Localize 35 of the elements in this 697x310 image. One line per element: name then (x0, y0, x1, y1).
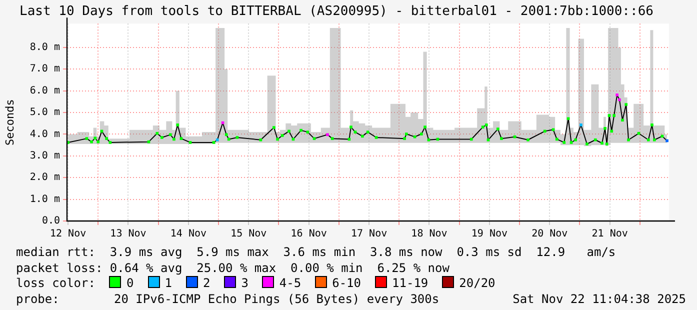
x-tick-label: 19 Nov (471, 228, 508, 240)
y-tick-label: 5.0 m (30, 107, 60, 118)
text: 6-10 (332, 276, 362, 290)
x-tick-label: 13 Nov (110, 228, 146, 240)
y-tick-label: 8.0 m (30, 42, 60, 54)
x-tick-label: 18 Nov (411, 228, 448, 240)
chart-title: Last 10 Days from tools to BITTERBAL (AS200995) - bitterbal01 - 2001:7bb:1000::66 (20, 4, 654, 20)
text: 20 IPv6-ICMP Echo Pings (56 Bytes) every 300s (114, 292, 440, 306)
x-tick-label: 16 Nov (290, 228, 327, 240)
y-tick-label: 3.0 m (30, 150, 60, 162)
text: Sat Nov 22 11:04:38 2025 (512, 292, 686, 307)
x-tick-label: 20 Nov (532, 228, 568, 240)
text: 3 (241, 276, 248, 290)
text: 4-5 (279, 276, 302, 290)
x-tick-label: 12 Nov (50, 228, 86, 240)
text: 1 (164, 276, 172, 290)
text: median rtt: 3.9 ms avg 5.9 ms max 3.6 ms min 3.8 ms now 0.3 ms sd 12.9 am/s (16, 245, 616, 259)
x-tick-label: 21 Nov (592, 228, 628, 240)
y-tick-label: 0.0 (42, 216, 60, 227)
x-tick-label: 15 Nov (230, 228, 267, 240)
y-tick-label: 4.0 m (30, 128, 60, 140)
text: loss color: (16, 276, 96, 290)
text: 2 (202, 276, 210, 290)
text: 0 (126, 276, 134, 290)
x-tick-label: 17 Nov (350, 228, 388, 240)
x-tick-label: 14 Nov (170, 228, 207, 240)
y-tick-label: 6.0 m (30, 85, 60, 96)
y-tick-label: 2.0 m (30, 172, 60, 184)
y-axis-title: Seconds (3, 99, 16, 146)
text: packet loss: 0.64 % avg 25.00 % max 0.00 % min 6.25 % now (16, 260, 450, 274)
text: 20/20 (459, 276, 496, 290)
text: 11-19 (392, 276, 428, 290)
y-tick-label: 1.0 m (30, 194, 60, 205)
y-tick-label: 7.0 m (30, 64, 60, 75)
text: probe: (16, 292, 60, 307)
